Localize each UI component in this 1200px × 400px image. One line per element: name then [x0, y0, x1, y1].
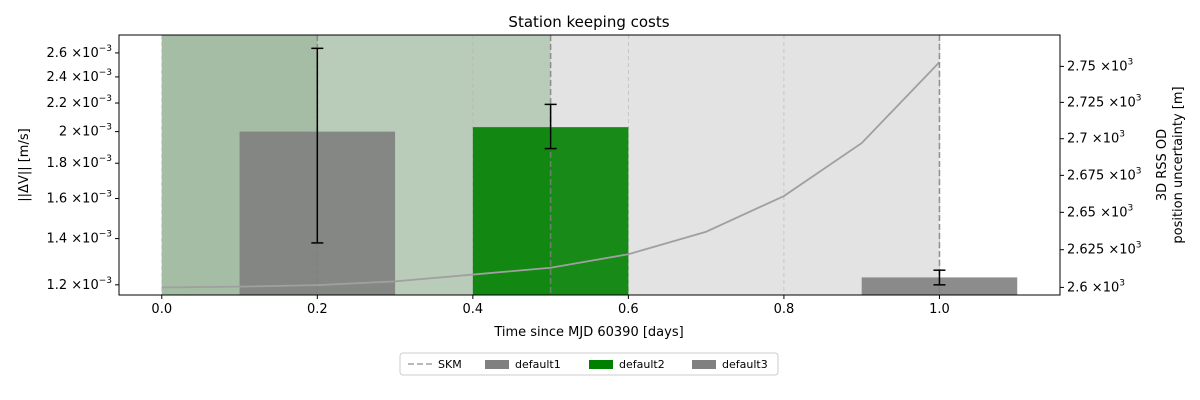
y-tick-label: 1.6 ×10−3 — [46, 190, 112, 207]
x-axis-label: Time since MJD 60390 [days] — [493, 325, 683, 340]
y-tick-label: 2.625 ×103 — [1067, 241, 1142, 258]
legend-swatch-default2 — [589, 360, 613, 369]
legend: SKM default1 default2 default3 — [399, 352, 779, 376]
chart-title: Station keeping costs — [508, 13, 669, 31]
y-tick-label: 1.8 ×10−3 — [46, 154, 112, 171]
x-tick-label: 0.6 — [618, 302, 639, 317]
legend-label-default2: default2 — [619, 358, 665, 371]
y-tick-label: 2.6 ×10−3 — [46, 44, 112, 61]
legend-swatch-default1 — [485, 360, 509, 369]
plot-frame — [118, 34, 1061, 296]
x-tick-label: 1.0 — [929, 302, 950, 317]
y-tick-label: 1.2 ×10−3 — [46, 276, 112, 293]
y-tick-label: 2.725 ×103 — [1067, 93, 1142, 110]
legend-label-SKM: SKM — [438, 358, 462, 371]
legend-label-default3: default3 — [722, 358, 768, 371]
uncertainty-line — [161, 61, 941, 289]
y-tick-label: 2.75 ×103 — [1067, 57, 1133, 74]
error-bars — [311, 47, 946, 286]
y-tick-label: 2.4 ×10−3 — [46, 68, 112, 85]
y-tick-label: 2.675 ×103 — [1067, 166, 1142, 183]
y-tick-label: 2.7 ×103 — [1067, 130, 1125, 147]
left-y-axis-label: ||ΔV|| [m/s] — [17, 128, 32, 201]
y-tick-label: 2 ×10−3 — [59, 123, 112, 140]
legend-label-default1: default1 — [515, 358, 561, 371]
bar-default3 — [861, 277, 1018, 295]
y-tick-label: 1.4 ×10−3 — [46, 230, 112, 247]
left-y-axis: 1.2 ×10−3 1.4 ×10−3 1.6 ×10−3 1.8 ×10−3 2 ×1… — [46, 44, 119, 293]
right-y-axis: 2.6 ×103 2.625 ×103 2.65 ×103 2.675 ×103 2.7… — [1060, 57, 1142, 295]
x-tick-label: 0.0 — [151, 302, 172, 317]
uncertainty-series-line — [161, 61, 941, 289]
right-y-axis-label-line2: position uncertainty [m] — [1171, 86, 1186, 243]
x-axis: 0.0 0.2 0.4 0.6 0.8 1.0 — [151, 295, 950, 317]
legend-swatch-default3 — [692, 360, 716, 369]
y-tick-label: 2.2 ×10−3 — [46, 94, 112, 111]
right-y-axis-label-line1: 3D RSS OD — [1155, 129, 1170, 201]
x-tick-label: 0.8 — [774, 302, 795, 317]
x-tick-label: 0.2 — [307, 302, 328, 317]
y-tick-label: 2.6 ×103 — [1067, 278, 1125, 295]
x-tick-label: 0.4 — [463, 302, 484, 317]
y-tick-label: 2.65 ×103 — [1067, 203, 1133, 220]
